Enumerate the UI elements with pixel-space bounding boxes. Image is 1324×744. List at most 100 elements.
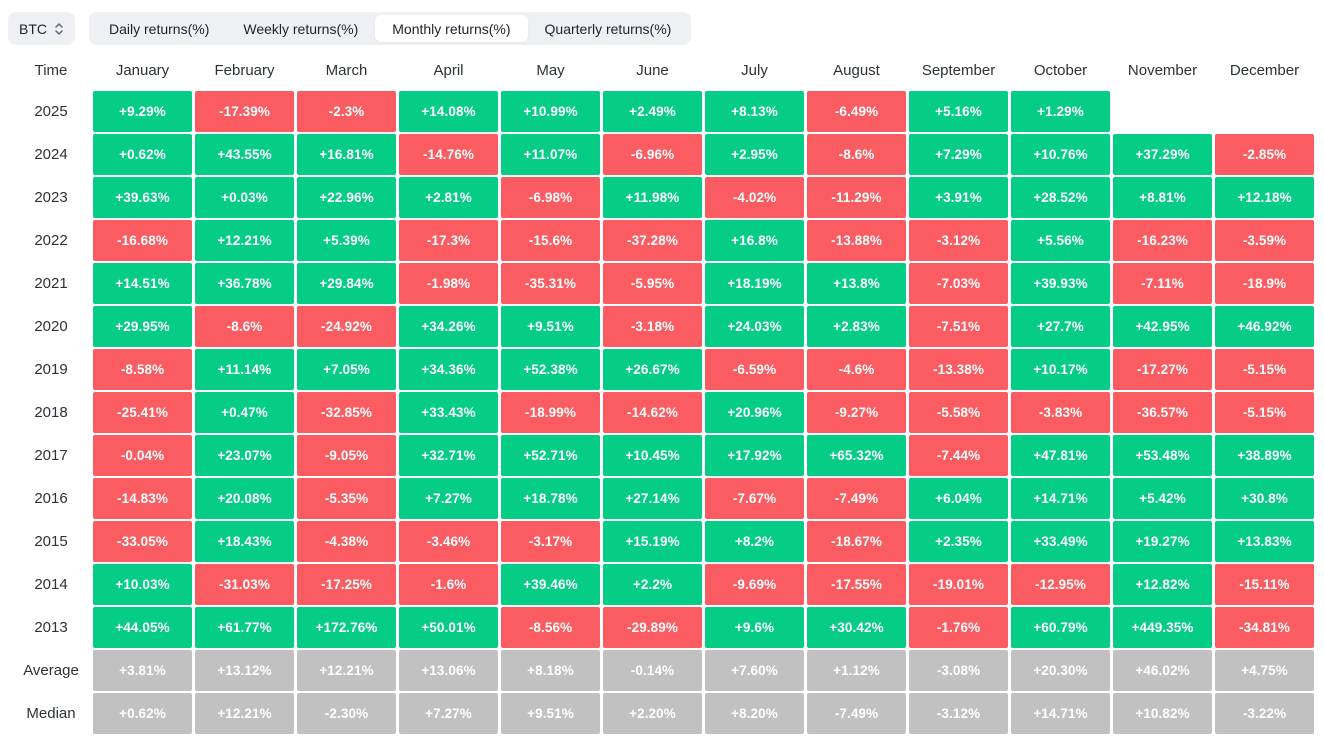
- return-cell: +46.02%: [1113, 650, 1212, 691]
- return-cell: +39.46%: [501, 564, 600, 605]
- return-cell: -13.38%: [909, 349, 1008, 390]
- return-cell: -14.83%: [93, 478, 192, 519]
- return-cell: +43.55%: [195, 134, 294, 175]
- return-cell: +9.51%: [501, 306, 600, 347]
- return-cell: +50.01%: [399, 607, 498, 648]
- return-cell: +11.07%: [501, 134, 600, 175]
- return-cell: +18.43%: [195, 521, 294, 562]
- return-cell: +29.84%: [297, 263, 396, 304]
- return-cell: -15.11%: [1215, 564, 1314, 605]
- return-cell: +47.81%: [1011, 435, 1110, 476]
- return-cell: -2.85%: [1215, 134, 1314, 175]
- return-cell: -16.23%: [1113, 220, 1212, 261]
- row-label: 2019: [34, 361, 68, 378]
- return-cell: +10.03%: [93, 564, 192, 605]
- return-cell: +12.82%: [1113, 564, 1212, 605]
- row-label: 2017: [34, 447, 68, 464]
- return-cell: +6.04%: [909, 478, 1008, 519]
- return-cell: +12.18%: [1215, 177, 1314, 218]
- return-cell: +14.51%: [93, 263, 192, 304]
- return-cell: +22.96%: [297, 177, 396, 218]
- return-cell: +30.8%: [1215, 478, 1314, 519]
- return-cell: -36.57%: [1113, 392, 1212, 433]
- return-cell: -6.59%: [705, 349, 804, 390]
- return-cell: +7.27%: [399, 478, 498, 519]
- return-cell: -16.68%: [93, 220, 192, 261]
- return-cell: +8.13%: [705, 91, 804, 132]
- tab-monthly-returns[interactable]: Monthly returns(%): [375, 15, 528, 42]
- returns-tabbar: Daily returns(%) Weekly returns(%) Month…: [89, 12, 692, 45]
- return-cell: +2.83%: [807, 306, 906, 347]
- return-cell: +3.81%: [93, 650, 192, 691]
- tab-quarterly-returns[interactable]: Quarterly returns(%): [544, 20, 672, 37]
- return-cell: -3.08%: [909, 650, 1008, 691]
- return-cell: -5.35%: [297, 478, 396, 519]
- return-cell: +2.35%: [909, 521, 1008, 562]
- column-header-month: November: [1127, 61, 1198, 79]
- return-cell: +14.71%: [1011, 478, 1110, 519]
- return-cell: +2.2%: [603, 564, 702, 605]
- return-cell: +1.29%: [1011, 91, 1110, 132]
- return-cell: +34.26%: [399, 306, 498, 347]
- return-cell: -8.6%: [807, 134, 906, 175]
- return-cell: +8.20%: [705, 693, 804, 734]
- return-cell: +23.07%: [195, 435, 294, 476]
- return-cell: +2.20%: [603, 693, 702, 734]
- tab-daily-returns[interactable]: Daily returns(%): [109, 20, 210, 37]
- return-cell: -34.81%: [1215, 607, 1314, 648]
- return-cell: +46.92%: [1215, 306, 1314, 347]
- return-cell: -13.88%: [807, 220, 906, 261]
- return-cell: +60.79%: [1011, 607, 1110, 648]
- return-cell: -17.27%: [1113, 349, 1212, 390]
- return-cell: +9.6%: [705, 607, 804, 648]
- return-cell: -6.98%: [501, 177, 600, 218]
- row-label: 2015: [34, 533, 68, 550]
- return-cell: +39.93%: [1011, 263, 1110, 304]
- return-cell: +18.78%: [501, 478, 600, 519]
- return-cell: +36.78%: [195, 263, 294, 304]
- column-header-month: April: [433, 61, 464, 79]
- return-cell: +19.27%: [1113, 521, 1212, 562]
- return-cell: -5.95%: [603, 263, 702, 304]
- return-cell: +26.67%: [603, 349, 702, 390]
- return-cell: +10.99%: [501, 91, 600, 132]
- return-cell: -3.17%: [501, 521, 600, 562]
- return-cell: +8.2%: [705, 521, 804, 562]
- return-cell: -37.28%: [603, 220, 702, 261]
- return-cell: -1.98%: [399, 263, 498, 304]
- return-cell: -1.6%: [399, 564, 498, 605]
- return-cell: -3.12%: [909, 220, 1008, 261]
- return-cell: -32.85%: [297, 392, 396, 433]
- column-header-month: June: [636, 61, 669, 79]
- column-header-month: October: [1033, 61, 1088, 79]
- row-label: 2023: [34, 189, 68, 206]
- return-cell: +52.38%: [501, 349, 600, 390]
- return-cell: +7.27%: [399, 693, 498, 734]
- return-cell: -11.29%: [807, 177, 906, 218]
- return-cell: +15.19%: [603, 521, 702, 562]
- return-cell: +11.98%: [603, 177, 702, 218]
- return-cell: +8.18%: [501, 650, 600, 691]
- return-cell: +61.77%: [195, 607, 294, 648]
- return-cell: -9.69%: [705, 564, 804, 605]
- return-cell: +13.06%: [399, 650, 498, 691]
- tab-weekly-returns[interactable]: Weekly returns(%): [243, 20, 359, 37]
- symbol-select[interactable]: BTC: [8, 12, 75, 45]
- return-cell: -7.03%: [909, 263, 1008, 304]
- return-cell: -3.59%: [1215, 220, 1314, 261]
- return-cell: +14.08%: [399, 91, 498, 132]
- return-cell: -8.58%: [93, 349, 192, 390]
- row-label: 2020: [34, 318, 68, 335]
- return-cell: -17.39%: [195, 91, 294, 132]
- return-cell: -7.11%: [1113, 263, 1212, 304]
- return-cell: +10.76%: [1011, 134, 1110, 175]
- return-cell: +10.17%: [1011, 349, 1110, 390]
- return-cell: +30.42%: [807, 607, 906, 648]
- returns-table-header: Time January February March April May June July…: [12, 57, 1314, 83]
- return-cell: +13.12%: [195, 650, 294, 691]
- return-cell: +39.63%: [93, 177, 192, 218]
- return-cell: +7.60%: [705, 650, 804, 691]
- return-cell: +20.96%: [705, 392, 804, 433]
- return-cell: -1.76%: [909, 607, 1008, 648]
- row-label: 2018: [34, 404, 68, 421]
